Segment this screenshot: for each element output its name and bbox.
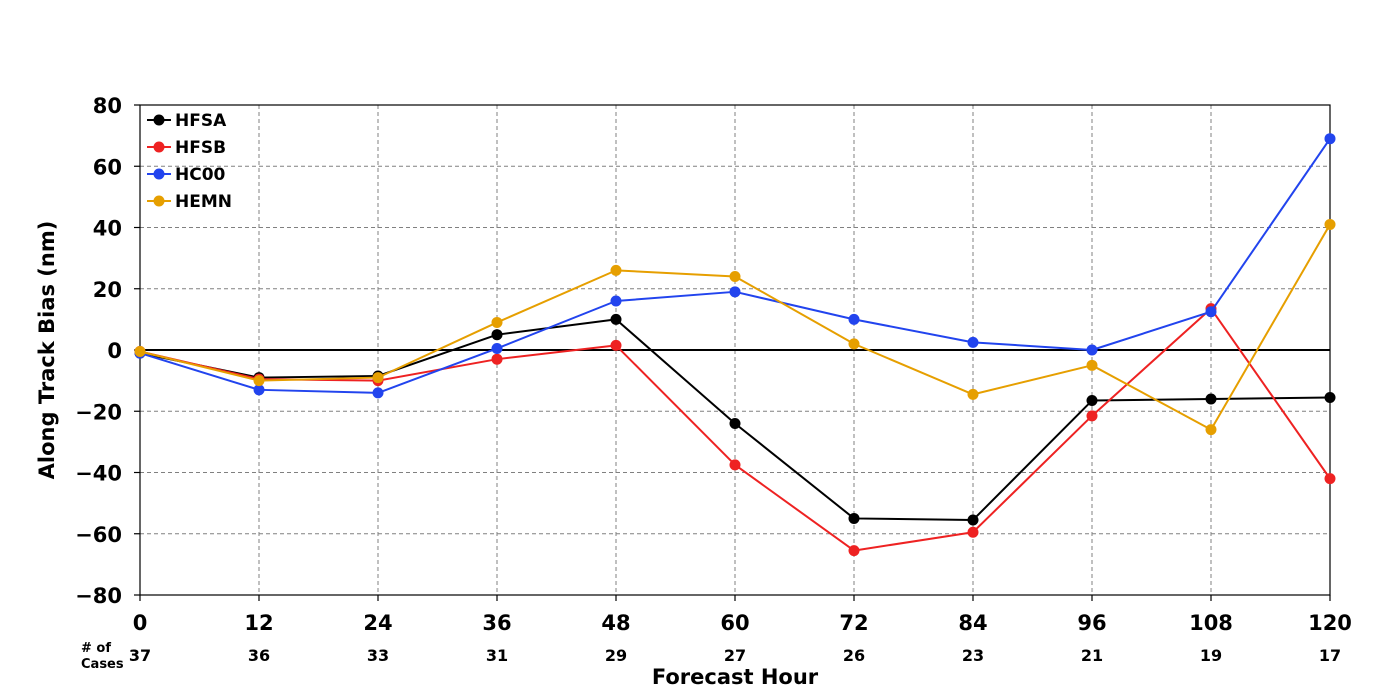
legend-swatch-marker — [153, 195, 165, 207]
legend-item-hfsa: HFSA — [147, 111, 227, 131]
y-tick-label: −60 — [75, 523, 122, 547]
data-point-hfsb-96 — [1086, 410, 1098, 422]
data-point-hemn-36 — [491, 316, 503, 328]
x-tick-label: 12 — [244, 611, 273, 635]
data-point-hfsa-36 — [491, 329, 503, 341]
data-point-hfsb-48 — [610, 339, 622, 351]
case-count: 29 — [605, 646, 627, 665]
x-tick-label: 120 — [1308, 611, 1352, 635]
legend-swatch-marker — [153, 168, 165, 180]
x-axis-title: Forecast Hour — [652, 665, 819, 689]
data-point-hc00-12 — [253, 384, 265, 396]
y-tick-label: −40 — [75, 462, 122, 486]
y-axis-title: Along Track Bias (nm) — [35, 221, 59, 480]
data-point-hc00-48 — [610, 295, 622, 307]
x-tick-label: 0 — [133, 611, 148, 635]
legend-label-hfsa: HFSA — [175, 111, 227, 131]
data-point-hfsa-72 — [848, 512, 860, 524]
y-tick-label: −20 — [75, 400, 122, 424]
y-tick-label: 0 — [107, 339, 122, 363]
data-point-hfsb-60 — [729, 459, 741, 471]
data-point-hemn-72 — [848, 338, 860, 350]
y-tick-label: 20 — [93, 278, 122, 302]
cases-label-line2: Cases — [81, 657, 124, 672]
data-point-hc00-24 — [372, 387, 384, 399]
data-point-hc00-36 — [491, 342, 503, 354]
y-tick-label: 80 — [93, 94, 122, 118]
x-tick-label: 84 — [958, 611, 987, 635]
data-point-hc00-72 — [848, 313, 860, 325]
case-count: 21 — [1081, 646, 1103, 665]
legend-item-hemn: HEMN — [147, 192, 232, 212]
data-point-hfsa-60 — [729, 418, 741, 429]
data-point-hfsa-84 — [967, 514, 979, 526]
x-tick-label: 96 — [1077, 611, 1106, 635]
case-count: 23 — [962, 646, 984, 665]
legend-item-hc00: HC00 — [147, 165, 226, 185]
data-point-hc00-96 — [1086, 344, 1098, 356]
data-point-hemn-12 — [253, 375, 265, 387]
data-point-hemn-96 — [1086, 359, 1098, 371]
y-tick-label: −80 — [75, 584, 122, 608]
case-count: 37 — [129, 646, 151, 665]
data-point-hfsb-36 — [491, 353, 503, 365]
case-count: 26 — [843, 646, 865, 665]
legend-swatch-marker — [153, 114, 165, 126]
legend-label-hfsb: HFSB — [175, 138, 226, 158]
y-tick-label: 60 — [93, 155, 122, 179]
legend-label-hc00: HC00 — [175, 165, 226, 185]
x-tick-label: 108 — [1189, 611, 1233, 635]
case-count: 17 — [1319, 646, 1341, 665]
data-point-hfsb-84 — [967, 526, 979, 538]
data-point-hfsb-72 — [848, 545, 860, 557]
data-point-hemn-60 — [729, 271, 741, 282]
data-point-hemn-108 — [1205, 424, 1217, 436]
legend-swatch-marker — [153, 141, 165, 153]
data-point-hemn-120 — [1324, 218, 1336, 230]
data-point-hemn-48 — [610, 264, 622, 276]
data-point-hfsa-96 — [1086, 395, 1098, 407]
case-count: 27 — [724, 646, 746, 665]
legend: HFSA HFSB HC00 HEMN — [147, 111, 232, 212]
legend-label-hemn: HEMN — [175, 192, 232, 212]
data-point-hemn-24 — [372, 372, 384, 384]
legend-item-hfsb: HFSB — [147, 138, 226, 158]
axis-ticks: 80 60 40 20 0 −20 −40 −60 −80 0 12 24 36 48 60 72 84 96 10… — [75, 94, 1352, 635]
case-count: 36 — [248, 646, 270, 665]
case-count: 33 — [367, 646, 389, 665]
series-lines — [134, 133, 1336, 557]
case-count: 31 — [486, 646, 508, 665]
series-hemn — [134, 218, 1336, 436]
data-point-hfsa-120 — [1324, 391, 1336, 403]
x-tick-label: 72 — [839, 611, 868, 635]
data-point-hemn-84 — [967, 388, 979, 400]
x-tick-label: 36 — [482, 611, 511, 635]
data-point-hemn-0 — [134, 346, 146, 358]
case-counts: # of Cases 37 36 33 31 29 27 26 23 21 19 17 — [81, 641, 1341, 672]
data-point-hfsb-120 — [1324, 473, 1336, 485]
y-tick-label: 40 — [93, 217, 122, 241]
data-point-hc00-108 — [1205, 306, 1217, 318]
data-point-hfsa-48 — [610, 313, 622, 325]
cases-label-line1: # of — [81, 641, 111, 656]
x-tick-label: 48 — [601, 611, 630, 635]
data-point-hc00-120 — [1324, 133, 1336, 145]
x-tick-label: 24 — [363, 611, 392, 635]
data-point-hc00-60 — [729, 286, 741, 298]
case-count: 19 — [1200, 646, 1222, 665]
data-point-hc00-84 — [967, 336, 979, 348]
data-point-hfsa-108 — [1205, 393, 1217, 405]
x-tick-label: 60 — [720, 611, 749, 635]
